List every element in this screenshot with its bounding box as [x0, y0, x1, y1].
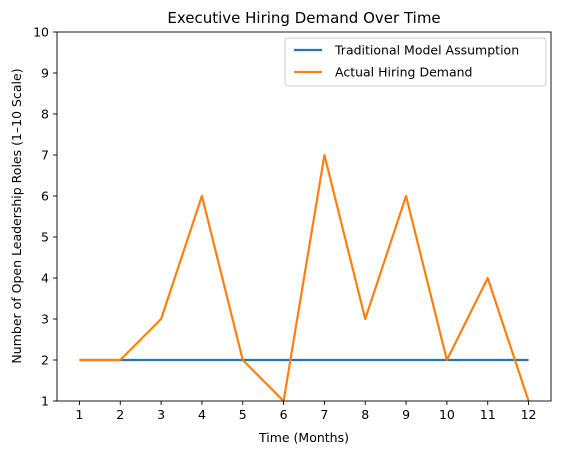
legend-label: Traditional Model Assumption — [334, 43, 519, 58]
legend-label: Actual Hiring Demand — [335, 65, 472, 80]
legend-box — [284, 37, 547, 87]
x-axis-label: Time (Months) — [258, 430, 349, 445]
y-tick-label: 2 — [41, 353, 49, 368]
series-line-2 — [79, 153, 530, 401]
x-axis: 1 2 3 4 5 6 7 8 9 10 11 12 — [75, 401, 536, 422]
x-tick-label: 6 — [280, 407, 288, 422]
y-axis: 1 2 3 4 5 6 7 8 9 10 — [33, 25, 57, 409]
y-tick-label: 4 — [41, 271, 49, 286]
y-tick-label: 9 — [41, 66, 49, 81]
series-layer — [79, 153, 530, 401]
y-axis-label: Number of Open Leadership Roles (1–10 Sc… — [9, 68, 24, 363]
x-tick-label: 4 — [198, 407, 206, 422]
x-tick-label: 9 — [402, 407, 410, 422]
chart-title: Executive Hiring Demand Over Time — [167, 9, 440, 27]
x-tick-label: 8 — [361, 407, 369, 422]
y-tick-label: 5 — [41, 230, 49, 245]
x-tick-label: 12 — [521, 407, 537, 422]
x-tick-label: 5 — [239, 407, 247, 422]
y-tick-label: 10 — [33, 25, 49, 40]
y-tick-label: 7 — [41, 148, 49, 163]
x-tick-label: 10 — [439, 407, 455, 422]
x-tick-label: 2 — [116, 407, 124, 422]
x-tick-label: 7 — [320, 407, 328, 422]
y-tick-label: 3 — [41, 312, 49, 327]
x-tick-label: 3 — [157, 407, 165, 422]
y-tick-label: 6 — [41, 189, 49, 204]
plot-area — [56, 31, 552, 402]
y-tick-label: 8 — [41, 107, 49, 122]
x-tick-label: 1 — [75, 407, 83, 422]
plot-frame — [56, 31, 552, 402]
legend: Traditional Model Assumption Actual Hirin… — [284, 37, 547, 87]
x-tick-label: 11 — [480, 407, 496, 422]
y-tick-label: 1 — [41, 394, 49, 409]
